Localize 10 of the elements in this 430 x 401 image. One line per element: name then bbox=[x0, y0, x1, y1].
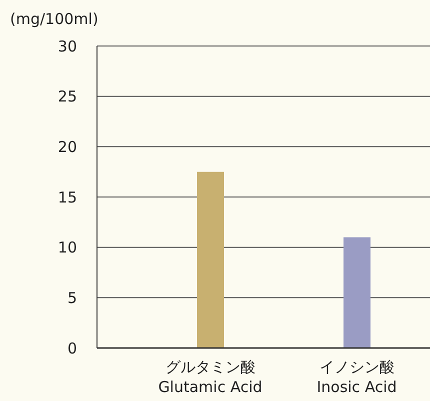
y-tick-label: 15 bbox=[58, 188, 77, 206]
y-tick-label: 30 bbox=[58, 37, 77, 56]
x-tick-label: グルタミン酸 Glutamic Acid bbox=[158, 358, 262, 396]
y-tick-label: 20 bbox=[58, 138, 77, 156]
x-tick-label: イノシン酸 Inosic Acid bbox=[316, 358, 397, 396]
y-tick-label: 0 bbox=[67, 339, 77, 358]
y-tick-label: 5 bbox=[67, 288, 77, 307]
y-tick-label: 25 bbox=[58, 88, 77, 106]
y-axis-title: (mg/100ml) bbox=[10, 10, 98, 28]
y-tick-label: 10 bbox=[58, 238, 77, 257]
